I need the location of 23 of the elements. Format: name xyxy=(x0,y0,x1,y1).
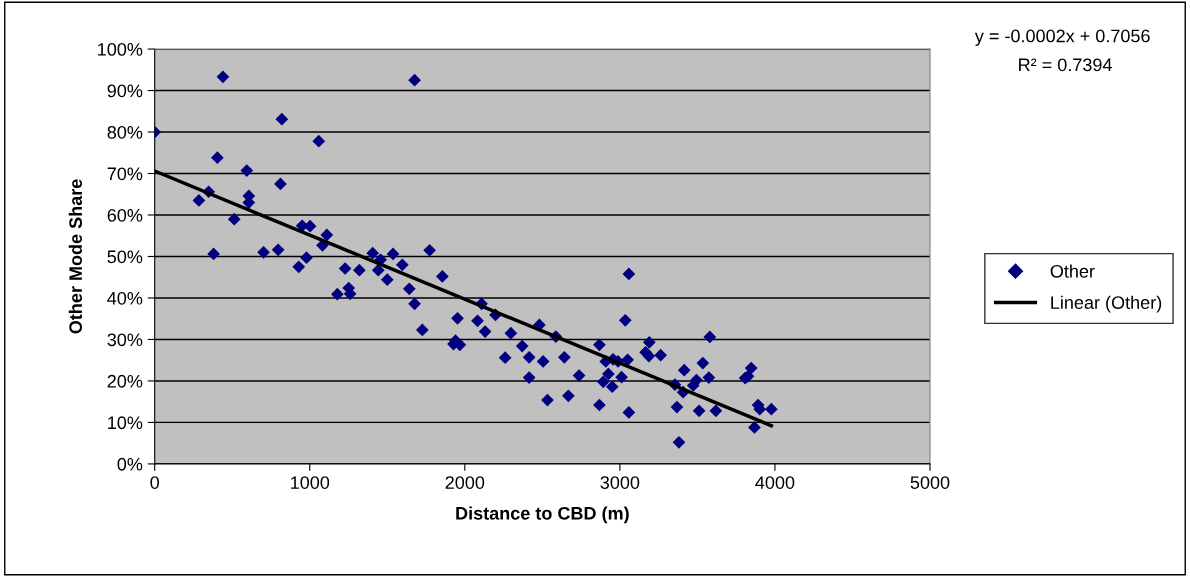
text: y = -0.0002x + 0.7056 xyxy=(974,29,1150,46)
y-tick-label: 0% xyxy=(117,457,143,471)
y-tick-label: 20% xyxy=(107,374,143,388)
y-tick-label: 50% xyxy=(107,250,143,264)
x-tick-label: 4000 xyxy=(755,476,795,489)
y-tick-label: 30% xyxy=(107,333,143,347)
y-tick-label: 90% xyxy=(107,84,143,98)
x-tick-label: 0 xyxy=(150,476,160,489)
x-tick-label: 1000 xyxy=(291,476,330,489)
y-tick-label: 10% xyxy=(108,416,143,430)
y-tick-label: 40% xyxy=(107,291,143,305)
legend-label: Linear (Other) xyxy=(1051,295,1162,313)
y-tick-label: 100% xyxy=(98,42,143,56)
x-tick-label: 2000 xyxy=(445,476,485,489)
x-axis-title: Distance to CBD (m) xyxy=(456,506,629,524)
y-tick-label: 60% xyxy=(107,208,143,222)
y-axis-title: Other Mode Share xyxy=(68,179,83,334)
x-tick-label: 5000 xyxy=(910,476,950,489)
legend-label: Other xyxy=(1050,264,1095,278)
text: R² = 0.7394 xyxy=(1019,58,1112,72)
y-tick-label: 70% xyxy=(107,167,143,181)
x-tick-label: 3000 xyxy=(600,476,640,489)
y-tick-label: 80% xyxy=(107,125,143,139)
